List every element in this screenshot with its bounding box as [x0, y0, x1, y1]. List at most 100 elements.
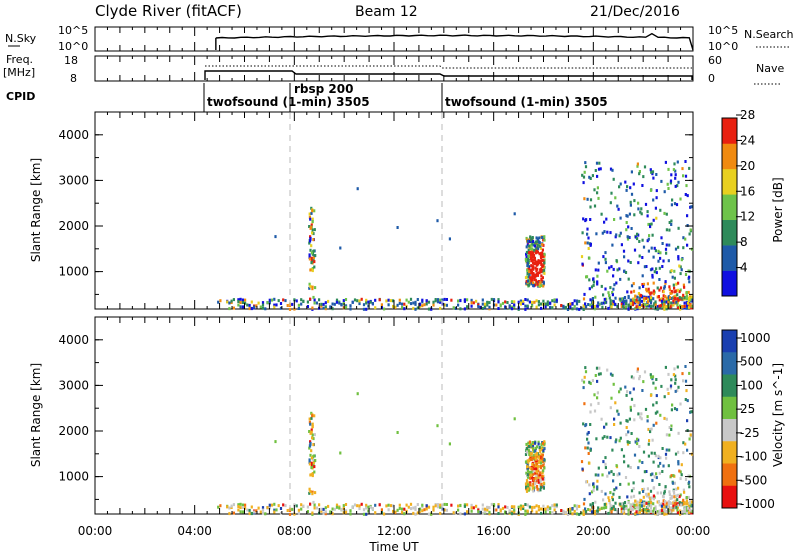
range-cell [670, 408, 673, 412]
range-cell [472, 301, 475, 305]
range-cell [541, 474, 544, 478]
range-cell [626, 442, 630, 446]
range-cell [622, 502, 625, 506]
range-cell [241, 510, 244, 514]
range-cell [313, 209, 316, 213]
range-cell [427, 307, 431, 311]
x-tick-label: 00:00 [676, 524, 711, 538]
range-cell [273, 297, 276, 301]
range-cell [530, 467, 533, 471]
range-cell [313, 265, 316, 269]
range-cell [664, 247, 668, 251]
range-cell [612, 287, 615, 291]
nsky-label: N.Sky [5, 32, 37, 45]
range-cell [588, 483, 591, 487]
range-cell [421, 509, 424, 513]
range-cell [310, 473, 313, 477]
range-cell [636, 437, 639, 441]
range-cell [659, 251, 662, 255]
range-cell [665, 505, 668, 509]
range-cell [585, 423, 588, 427]
range-cell [632, 494, 636, 498]
range-cell [660, 236, 663, 240]
range-cell [536, 261, 539, 264]
range-cell [685, 502, 688, 506]
range-cell [652, 403, 655, 407]
range-cell [488, 305, 491, 309]
range-cell [553, 503, 556, 507]
range-cell [241, 305, 244, 309]
range-cell [425, 302, 428, 306]
range-cell [671, 198, 674, 202]
range-cell [604, 301, 607, 305]
range-cell [311, 267, 314, 270]
range-cell [649, 292, 652, 296]
range-cell [311, 511, 314, 515]
range-cell [591, 303, 594, 307]
range-cell [524, 460, 528, 464]
range-cell [641, 184, 644, 187]
range-cell [531, 241, 534, 245]
range-cell [560, 304, 563, 307]
range-cell [683, 507, 686, 511]
range-cell [374, 511, 377, 515]
range-cell [250, 300, 253, 304]
range-cell [665, 501, 668, 505]
range-cell [663, 211, 666, 215]
range-cell [615, 486, 618, 490]
range-cell [510, 307, 514, 311]
range-cell [374, 298, 377, 302]
range-cell [581, 173, 584, 177]
range-cell [635, 510, 638, 514]
range-cell [526, 487, 529, 491]
range-cell [620, 243, 623, 247]
range-cell [274, 235, 277, 239]
range-cell [499, 509, 502, 513]
range-cell [593, 393, 596, 397]
range-cell [607, 291, 610, 295]
range-cell [688, 371, 691, 375]
range-cell [677, 255, 680, 259]
range-cell [531, 462, 534, 466]
range-cell [403, 307, 406, 311]
range-cell [622, 507, 625, 511]
range-cell [587, 303, 590, 306]
range-cell [529, 268, 532, 272]
range-cell [327, 299, 330, 303]
range-cell [519, 301, 522, 305]
range-cell [255, 304, 258, 308]
range-cell [309, 453, 312, 457]
range-cell [671, 481, 675, 485]
range-cell [510, 510, 514, 514]
range-cell [541, 459, 544, 463]
range-cell [623, 511, 626, 515]
range-cell [649, 430, 652, 434]
range-cell [531, 505, 534, 509]
range-cell [626, 185, 629, 189]
range-cell [398, 506, 401, 510]
range-cell [688, 166, 691, 170]
range-cell [589, 410, 592, 414]
range-cell [537, 469, 540, 473]
range-cell [597, 261, 600, 265]
range-cell [603, 220, 606, 224]
range-cell [365, 503, 368, 507]
range-cell [527, 248, 530, 252]
range-cell [640, 299, 644, 303]
range-cell [652, 255, 655, 259]
range-cell [663, 416, 666, 420]
range-cell [541, 457, 544, 461]
range-cell [652, 218, 655, 222]
colorbar-tick-label: 25 [740, 402, 755, 416]
range-cell [237, 300, 240, 303]
range-cell [308, 430, 311, 433]
range-cell [538, 457, 541, 461]
nsearch-tick-top: 10^5 [708, 24, 738, 37]
range-cell [546, 505, 549, 509]
range-cell [525, 485, 528, 489]
range-cell [412, 511, 415, 515]
range-cell [525, 281, 528, 285]
range-cell [531, 266, 534, 270]
range-cell [312, 454, 315, 458]
range-cell [643, 299, 646, 303]
